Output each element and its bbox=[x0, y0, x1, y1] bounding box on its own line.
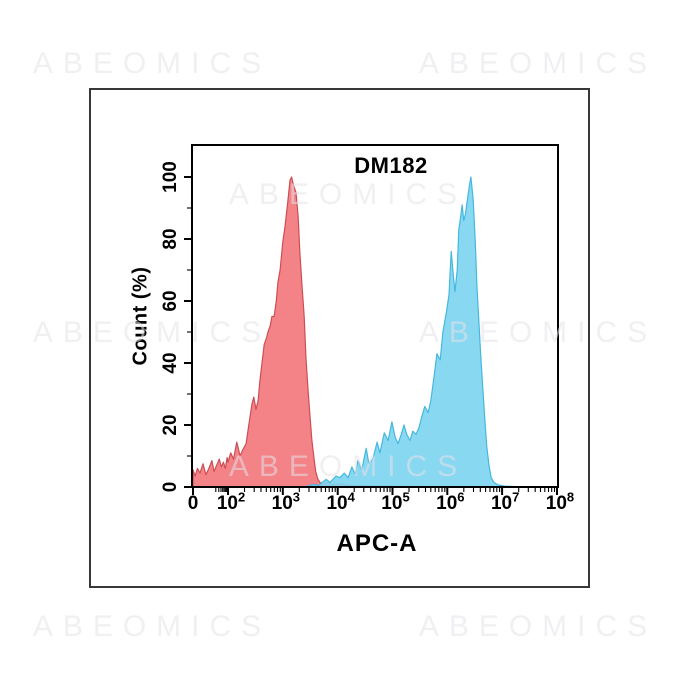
x-tick-label-10e7: 107 bbox=[490, 489, 520, 514]
y-tick-label-40: 40 bbox=[160, 352, 181, 374]
y-axis-label: Count (%) bbox=[129, 266, 152, 366]
y-tick-label-60: 60 bbox=[160, 290, 181, 312]
x-tick-label-10e8: 108 bbox=[545, 489, 575, 514]
plot-title: DM182 bbox=[354, 153, 428, 178]
x-tick-label-10e4: 104 bbox=[326, 489, 355, 514]
y-tick-label-100: 100 bbox=[160, 161, 181, 193]
plot-box bbox=[191, 144, 559, 488]
x-tick-label-10e2: 102 bbox=[216, 489, 246, 514]
figure-panel bbox=[89, 88, 590, 588]
x-axis-label: APC-A bbox=[336, 530, 418, 557]
y-tick-label-80: 80 bbox=[160, 228, 181, 250]
blue-histogram-stained bbox=[306, 176, 558, 488]
x-tick-label-10e5: 105 bbox=[381, 489, 410, 514]
x-tick-label-zero: 0 bbox=[187, 493, 199, 514]
y-tick-label-0: 0 bbox=[160, 481, 181, 493]
x-tick-label-10e6: 106 bbox=[436, 489, 465, 514]
y-tick-label-20: 20 bbox=[160, 414, 181, 436]
red-histogram-control bbox=[192, 176, 558, 488]
x-tick-label-10e3: 103 bbox=[271, 489, 301, 514]
